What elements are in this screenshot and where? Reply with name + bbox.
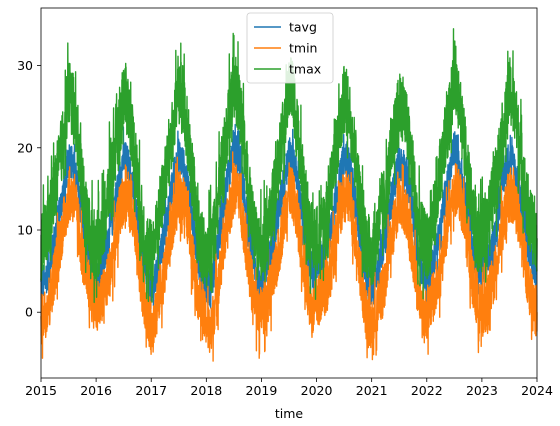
x-tick-label: 2019	[246, 383, 278, 398]
x-tick-label: 2016	[80, 383, 112, 398]
plot-frame	[40, 7, 538, 379]
series-line-tavg	[40, 123, 538, 315]
x-tick-label: 2017	[135, 383, 167, 398]
x-tick-label: 2020	[301, 383, 333, 398]
x-axis-label: time	[275, 406, 304, 421]
legend: tavg tmin tmax	[246, 12, 334, 84]
legend-label-tmin: tmin	[289, 41, 317, 56]
y-tick-label: 30	[17, 58, 33, 73]
x-tick-label: 2021	[356, 383, 388, 398]
y-tick-label: 0	[25, 305, 33, 320]
y-tick-label: 10	[17, 223, 33, 238]
x-tick-label: 2024	[521, 383, 553, 398]
x-axis: 2015 2016 2017 2018 2019 2020 2021 2022 2023 2024	[25, 378, 553, 398]
x-tick-label: 2022	[411, 383, 443, 398]
x-tick-label: 2018	[190, 383, 222, 398]
legend-label-tmax: tmax	[289, 62, 321, 77]
y-axis: 0 10 20 30	[17, 58, 41, 320]
y-tick-label: 20	[17, 140, 33, 155]
x-tick-label: 2023	[466, 383, 498, 398]
x-tick-label: 2015	[25, 383, 57, 398]
series-line-tmin	[40, 151, 538, 362]
legend-label-tavg: tavg	[289, 20, 317, 35]
legend-box	[246, 12, 334, 84]
